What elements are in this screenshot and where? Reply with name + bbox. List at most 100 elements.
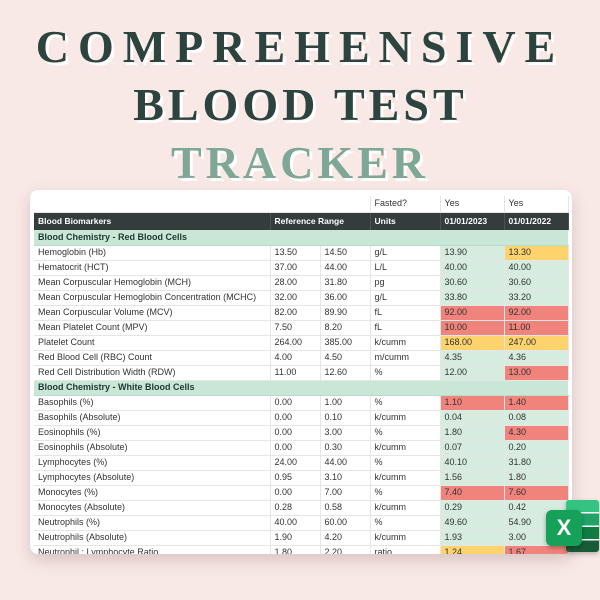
value-2023-cell: 40.00 xyxy=(440,260,505,276)
fasted-row: Fasted? Yes Yes xyxy=(34,196,569,213)
units-cell: pg xyxy=(370,275,441,291)
ref-low-cell: 0.00 xyxy=(270,395,321,411)
biomarker-row: Platelet Count 264.00 385.00 k/cumm 168.00 24… xyxy=(34,335,569,351)
biomarker-name-cell: Hematocrit (HCT) xyxy=(34,260,271,276)
value-2023-cell: 1.93 xyxy=(440,530,505,546)
value-2022-cell: 13.00 xyxy=(504,365,569,381)
units-cell: % xyxy=(370,365,441,381)
biomarker-name-cell: Red Blood Cell (RBC) Count xyxy=(34,350,271,366)
biomarker-name-cell: Monocytes (%) xyxy=(34,485,271,501)
units-cell: L/L xyxy=(370,260,441,276)
section-title: Blood Chemistry - Red Blood Cells xyxy=(34,230,569,246)
ref-high-cell: 3.00 xyxy=(320,425,371,441)
biomarker-row: Neutrophils (Absolute) 1.90 4.20 k/cumm 1.93… xyxy=(34,530,569,546)
ref-high-cell: 0.30 xyxy=(320,440,371,456)
fasted-2022: Yes xyxy=(504,196,569,213)
biomarker-name-cell: Eosinophils (Absolute) xyxy=(34,440,271,456)
units-cell: k/cumm xyxy=(370,530,441,546)
value-2023-cell: 30.60 xyxy=(440,275,505,291)
biomarker-name-cell: Lymphocytes (%) xyxy=(34,455,271,471)
value-2023-cell: 1.10 xyxy=(440,395,505,411)
units-cell: % xyxy=(370,485,441,501)
ref-high-cell: 4.20 xyxy=(320,530,371,546)
section-title: Blood Chemistry - White Blood Cells xyxy=(34,380,569,396)
value-2023-cell: 1.24 xyxy=(440,545,505,554)
value-2023-cell: 33.80 xyxy=(440,290,505,306)
ref-high-cell: 14.50 xyxy=(320,245,371,261)
ref-high-cell: 8.20 xyxy=(320,320,371,336)
title-accent: TRACKER xyxy=(170,137,430,188)
value-2023-cell: 4.35 xyxy=(440,350,505,366)
ref-high-cell: 89.90 xyxy=(320,305,371,321)
ref-low-cell: 1.80 xyxy=(270,545,321,554)
excel-logo-icon: X xyxy=(546,498,600,558)
value-2023-cell: 1.56 xyxy=(440,470,505,486)
value-2023-cell: 92.00 xyxy=(440,305,505,321)
units-cell: g/L xyxy=(370,245,441,261)
ref-high-cell: 3.10 xyxy=(320,470,371,486)
biomarker-name-cell: Basophils (Absolute) xyxy=(34,410,271,426)
ref-high-cell: 4.50 xyxy=(320,350,371,366)
ref-high-cell: 385.00 xyxy=(320,335,371,351)
ref-low-cell: 0.00 xyxy=(270,425,321,441)
value-2022-cell: 92.00 xyxy=(504,305,569,321)
ref-low-cell: 264.00 xyxy=(270,335,321,351)
value-2022-cell: 1.40 xyxy=(504,395,569,411)
fasted-2023: Yes xyxy=(440,196,505,213)
biomarker-row: Hemoglobin (Hb) 13.50 14.50 g/L 13.90 13.30 xyxy=(34,245,569,261)
title-line-1: COMPREHENSIVE xyxy=(35,21,565,72)
value-2023-cell: 0.29 xyxy=(440,500,505,516)
value-2023-cell: 12.00 xyxy=(440,365,505,381)
biomarker-name-cell: Neutrophil : Lymphocyte Ratio xyxy=(34,545,271,554)
value-2022-cell: 13.30 xyxy=(504,245,569,261)
biomarker-name-cell: Hemoglobin (Hb) xyxy=(34,245,271,261)
empty-cell xyxy=(34,196,371,213)
col-header-units: Units xyxy=(370,212,441,230)
value-2022-cell: 0.08 xyxy=(504,410,569,426)
ref-high-cell: 44.00 xyxy=(320,260,371,276)
biomarker-name-cell: Mean Platelet Count (MPV) xyxy=(34,320,271,336)
title-line-2: BLOOD TEST TRACKER xyxy=(0,76,600,192)
ref-low-cell: 0.00 xyxy=(270,440,321,456)
ref-low-cell: 24.00 xyxy=(270,455,321,471)
ref-low-cell: 0.95 xyxy=(270,470,321,486)
ref-low-cell: 82.00 xyxy=(270,305,321,321)
excel-x-tile: X xyxy=(546,510,582,546)
biomarker-row: Mean Corpuscular Hemoglobin (MCH) 28.00 31… xyxy=(34,275,569,291)
value-2023-cell: 40.10 xyxy=(440,455,505,471)
biomarker-row: Eosinophils (%) 0.00 3.00% 1.80 4.30 xyxy=(34,425,569,441)
biomarker-name-cell: Lymphocytes (Absolute) xyxy=(34,470,271,486)
value-2023-cell: 168.00 xyxy=(440,335,505,351)
excel-x-letter: X xyxy=(556,515,572,540)
units-cell: % xyxy=(370,395,441,411)
units-cell: k/cumm xyxy=(370,500,441,516)
ref-high-cell: 7.00 xyxy=(320,485,371,501)
value-2022-cell: 4.30 xyxy=(504,425,569,441)
ref-low-cell: 40.00 xyxy=(270,515,321,531)
ref-high-cell: 31.80 xyxy=(320,275,371,291)
value-2022-cell: 31.80 xyxy=(504,455,569,471)
units-cell: ratio xyxy=(370,545,441,554)
units-cell: fL xyxy=(370,320,441,336)
ref-high-cell: 1.00 xyxy=(320,395,371,411)
biomarker-row: Monocytes (%) 0.00 7.00% 7.40 7.60 xyxy=(34,485,569,501)
biomarker-row: Basophils (%) 0.00 1.00% 1.10 1.40 xyxy=(34,395,569,411)
biomarker-row: Lymphocytes (%) 24.00 44.00% 40.10 31.80 xyxy=(34,455,569,471)
ref-low-cell: 0.00 xyxy=(270,410,321,426)
column-header-row: Blood Biomarkers Reference Range Units 0… xyxy=(34,212,569,230)
biomarker-row: Mean Corpuscular Volume (MCV) 82.00 89.90 f… xyxy=(34,305,569,321)
units-cell: m/cumm xyxy=(370,350,441,366)
units-cell: k/cumm xyxy=(370,470,441,486)
units-cell: % xyxy=(370,425,441,441)
units-cell: k/cumm xyxy=(370,440,441,456)
biomarker-name-cell: Platelet Count xyxy=(34,335,271,351)
ref-low-cell: 13.50 xyxy=(270,245,321,261)
ref-low-cell: 32.00 xyxy=(270,290,321,306)
biomarker-name-cell: Basophils (%) xyxy=(34,395,271,411)
units-cell: % xyxy=(370,515,441,531)
value-2023-cell: 0.04 xyxy=(440,410,505,426)
biomarker-name-cell: Eosinophils (%) xyxy=(34,425,271,441)
ref-high-cell: 0.58 xyxy=(320,500,371,516)
value-2023-cell: 49.60 xyxy=(440,515,505,531)
